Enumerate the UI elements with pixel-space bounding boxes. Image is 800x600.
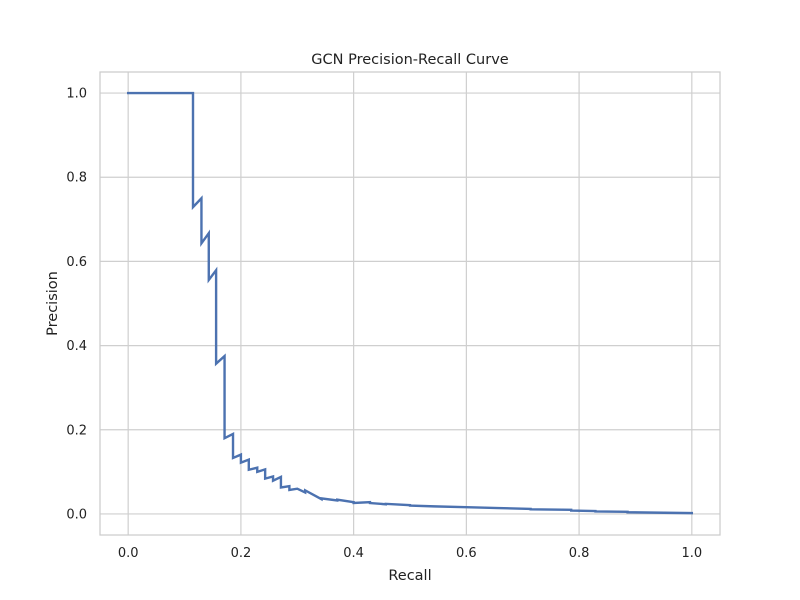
- x-tick-label: 0.8: [569, 546, 590, 561]
- y-tick-label: 0.6: [66, 255, 87, 270]
- y-tick-label: 0.0: [66, 507, 87, 522]
- series-layer: [126, 91, 694, 515]
- plot-frame: [99, 71, 721, 536]
- x-tick-label: 1.0: [681, 546, 702, 561]
- y-tick-label: 1.0: [66, 87, 87, 102]
- tick-labels: 0.0 0.2 0.4 0.6 0.8 1.0 0.0 0.2 0.4 0.6 0.8 1.0: [66, 87, 702, 561]
- y-tick-label: 0.4: [66, 339, 87, 354]
- x-axis-label: Recall: [388, 568, 431, 584]
- x-tick-label: 0.6: [456, 546, 477, 561]
- y-tick-label: 0.8: [66, 171, 87, 186]
- precision-recall-line: [126, 91, 694, 515]
- x-tick-label: 0.2: [231, 546, 252, 561]
- x-tick-label: 0.4: [343, 546, 364, 561]
- grid: [100, 72, 720, 535]
- y-tick-label: 0.2: [66, 423, 87, 438]
- chart-title: GCN Precision-Recall Curve: [311, 52, 508, 68]
- y-axis-label: Precision: [45, 271, 61, 336]
- x-tick-label: 0.0: [118, 546, 139, 561]
